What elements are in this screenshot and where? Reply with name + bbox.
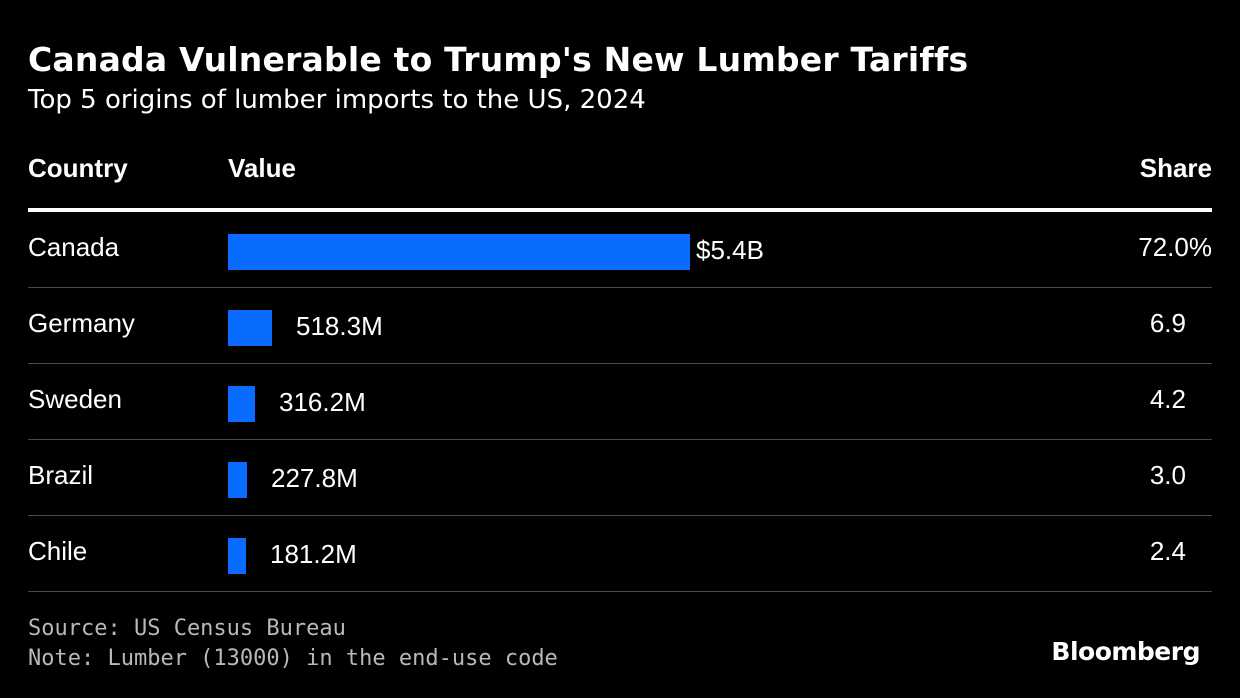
share-label: 72.0%: [1138, 232, 1212, 262]
table-row: Brazil 227.8M 3.0: [28, 440, 1212, 516]
value-bar: [228, 310, 272, 346]
footnote: Note: Lumber (13000) in the end-use code: [28, 646, 558, 671]
value-label: 518.3M: [296, 311, 383, 341]
source-note: Source: US Census Bureau: [28, 616, 346, 641]
value-bar: [228, 538, 246, 574]
column-header-country: Country: [28, 153, 128, 183]
value-bar: [228, 462, 247, 498]
share-label: 2.4: [1149, 536, 1186, 566]
row-divider: [28, 363, 1212, 364]
value-bar: [228, 234, 690, 270]
chart-title: Canada Vulnerable to Trump's New Lumber …: [28, 40, 969, 79]
column-header-value: Value: [228, 153, 296, 183]
country-label: Sweden: [28, 384, 122, 414]
value-label: 316.2M: [279, 387, 366, 417]
value-bar: [228, 386, 255, 422]
table-row: Chile 181.2M 2.4: [28, 516, 1212, 592]
value-label: 227.8M: [271, 463, 358, 493]
row-divider: [28, 591, 1212, 592]
share-label: 4.2: [1149, 384, 1186, 414]
chart-subtitle: Top 5 origins of lumber imports to the U…: [28, 85, 646, 115]
header-divider: [28, 208, 1212, 212]
share-label: 3.0: [1149, 460, 1186, 490]
bloomberg-logo: Bloomberg: [1051, 637, 1200, 666]
row-divider: [28, 515, 1212, 516]
table-row: Canada $5.4B 72.0%: [28, 212, 1212, 288]
row-divider: [28, 287, 1212, 288]
table-row: Sweden 316.2M 4.2: [28, 364, 1212, 440]
column-header-share: Share: [1139, 153, 1212, 183]
country-label: Chile: [28, 536, 88, 566]
share-label: 6.9: [1149, 308, 1186, 338]
country-label: Canada: [28, 232, 120, 262]
table-row: Germany 518.3M 6.9: [28, 288, 1212, 364]
value-label: $5.4B: [696, 235, 764, 265]
value-label: 181.2M: [270, 539, 357, 569]
row-divider: [28, 439, 1212, 440]
country-label: Brazil: [28, 460, 94, 490]
country-label: Germany: [28, 308, 135, 338]
